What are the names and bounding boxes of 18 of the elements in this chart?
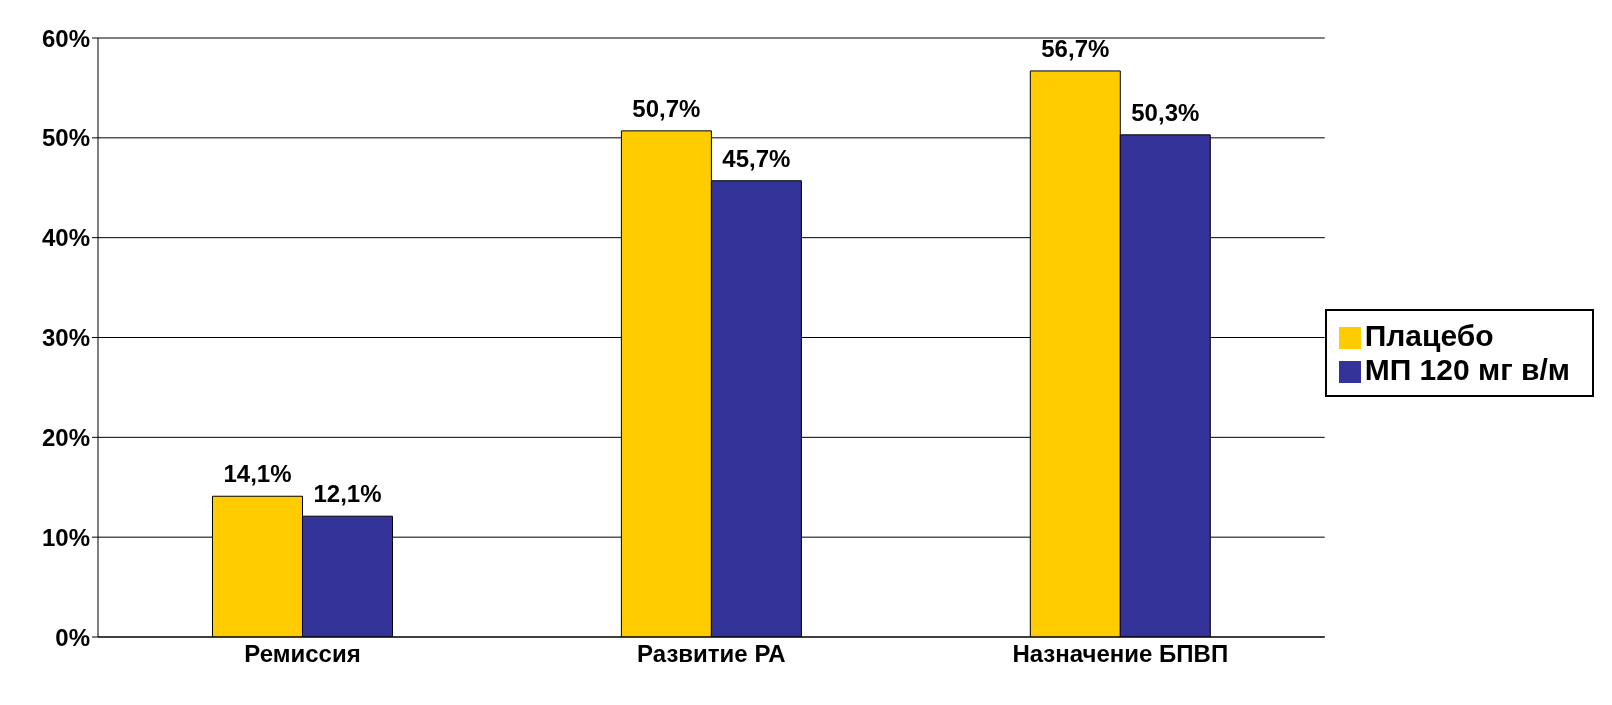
data-label: 12,1% [313, 480, 382, 508]
y-tick-label: 20% [41, 423, 90, 451]
y-tick-label: 0% [55, 623, 90, 651]
data-label: 50,7% [632, 94, 701, 122]
x-tick-label: Ремиссия [244, 640, 361, 668]
y-tick-label: 30% [41, 324, 90, 352]
x-tick-label: Назначение БПВП [1012, 640, 1229, 668]
y-tick-label: 50% [41, 124, 90, 152]
y-tick-label: 40% [41, 224, 90, 252]
data-label: 45,7% [722, 144, 791, 172]
legend-label: Плацебо [1364, 318, 1494, 352]
y-tick-label: 60% [41, 24, 90, 52]
x-tick-label: Развитие РА [637, 640, 786, 668]
legend-label: МП 120 мг в/м [1364, 352, 1570, 386]
data-label: 14,1% [223, 460, 292, 488]
data-label: 56,7% [1041, 34, 1110, 62]
data-label: 50,3% [1131, 98, 1200, 126]
y-tick-label: 10% [41, 523, 90, 551]
